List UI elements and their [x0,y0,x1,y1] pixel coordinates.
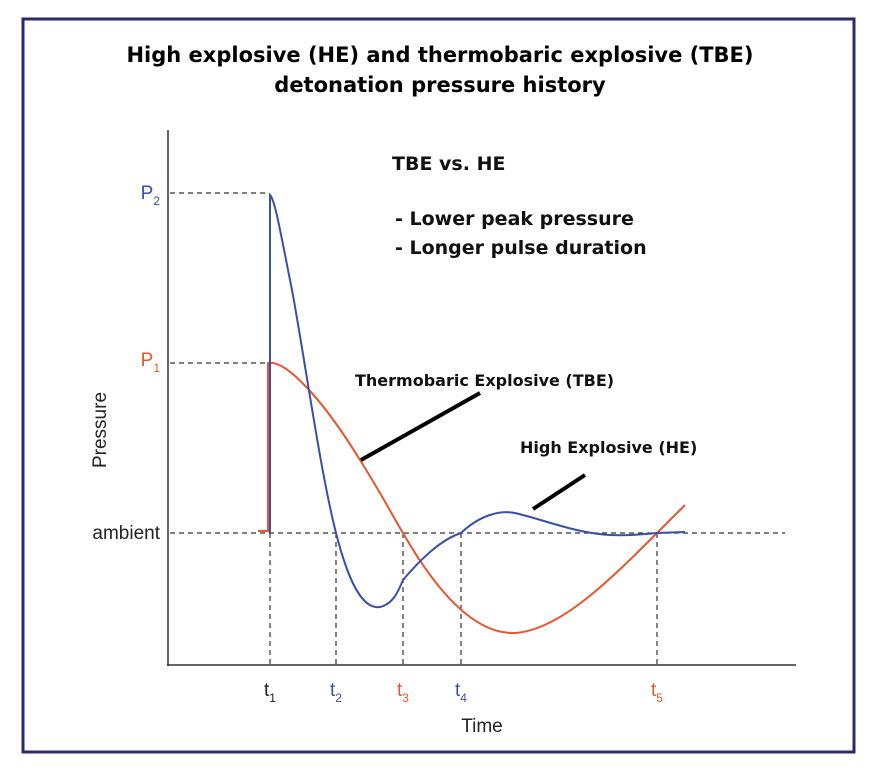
marker-label: t4 [455,680,467,705]
marker-sub: 1 [153,361,160,375]
marker-base: P [141,183,154,204]
notes-heading: TBE vs. HE [392,153,505,175]
marker-base: t [397,680,403,701]
marker-base: t [330,680,336,701]
marker-base: P [141,350,154,371]
marker-sub: 3 [402,691,409,705]
marker-sub: 2 [335,691,342,705]
marker-label: t1 [264,680,276,705]
title-line: High explosive (HE) and thermobaric expl… [126,43,753,67]
marker-label: t3 [397,680,409,705]
marker-sub: 4 [460,691,467,705]
y-axis-label: Pressure [90,392,111,468]
marker-sub: 5 [656,691,663,705]
marker-label: P1 [141,350,161,375]
marker-sub: 2 [153,194,160,208]
marker-base: t [264,680,270,701]
tbe-pointer [360,391,481,462]
tbe-label: Thermobaric Explosive (TBE) [355,371,614,390]
he-label: High Explosive (HE) [520,438,697,457]
marker-base: t [455,680,461,701]
marker-sub: 1 [269,691,276,705]
frame [21,17,856,754]
he-pointer [531,473,587,511]
marker-label: t2 [330,680,342,705]
marker-label: t5 [651,680,663,705]
marker-base: t [651,680,657,701]
x-axis-label: Time [461,716,503,737]
marker-label: P2 [141,183,161,208]
tbe-curve [258,361,686,635]
ambient-label: ambient [92,523,160,544]
note-point: - Longer pulse duration [395,237,647,259]
title-line: detonation pressure history [274,73,606,97]
guides [170,192,785,665]
he-curve [269,192,686,609]
note-point: - Lower peak pressure [395,208,634,230]
